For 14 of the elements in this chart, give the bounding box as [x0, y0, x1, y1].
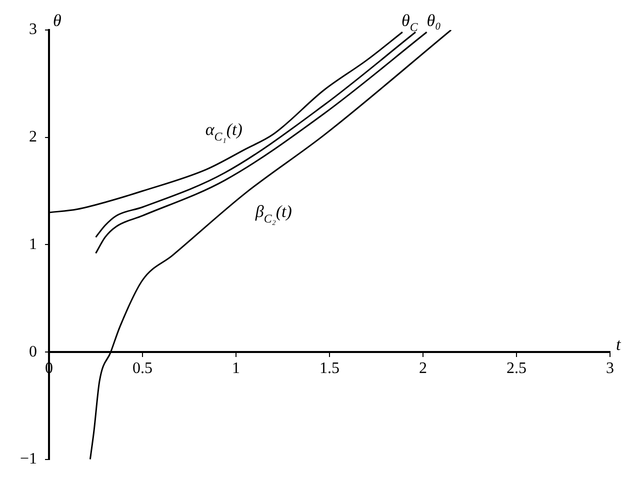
x-tick-label: 1.5	[320, 360, 340, 377]
x-axis-title: t	[616, 335, 622, 354]
series-label: θ₀	[426, 11, 442, 30]
x-tick-label: 2	[419, 360, 428, 377]
x-tick-label: 2.5	[506, 360, 527, 377]
y-tick-label: −1	[20, 450, 38, 468]
y-tick-label: 1	[29, 236, 38, 253]
x-tick-label: 3	[606, 360, 614, 377]
y-tick-label: 2	[29, 128, 38, 146]
y-tick-label: 0	[29, 343, 38, 360]
x-tick-label: 0.5	[132, 360, 153, 377]
x-tick-label: 1	[232, 360, 240, 377]
y-axis-title: θ	[53, 11, 62, 30]
y-tick-label: 3	[29, 21, 38, 38]
